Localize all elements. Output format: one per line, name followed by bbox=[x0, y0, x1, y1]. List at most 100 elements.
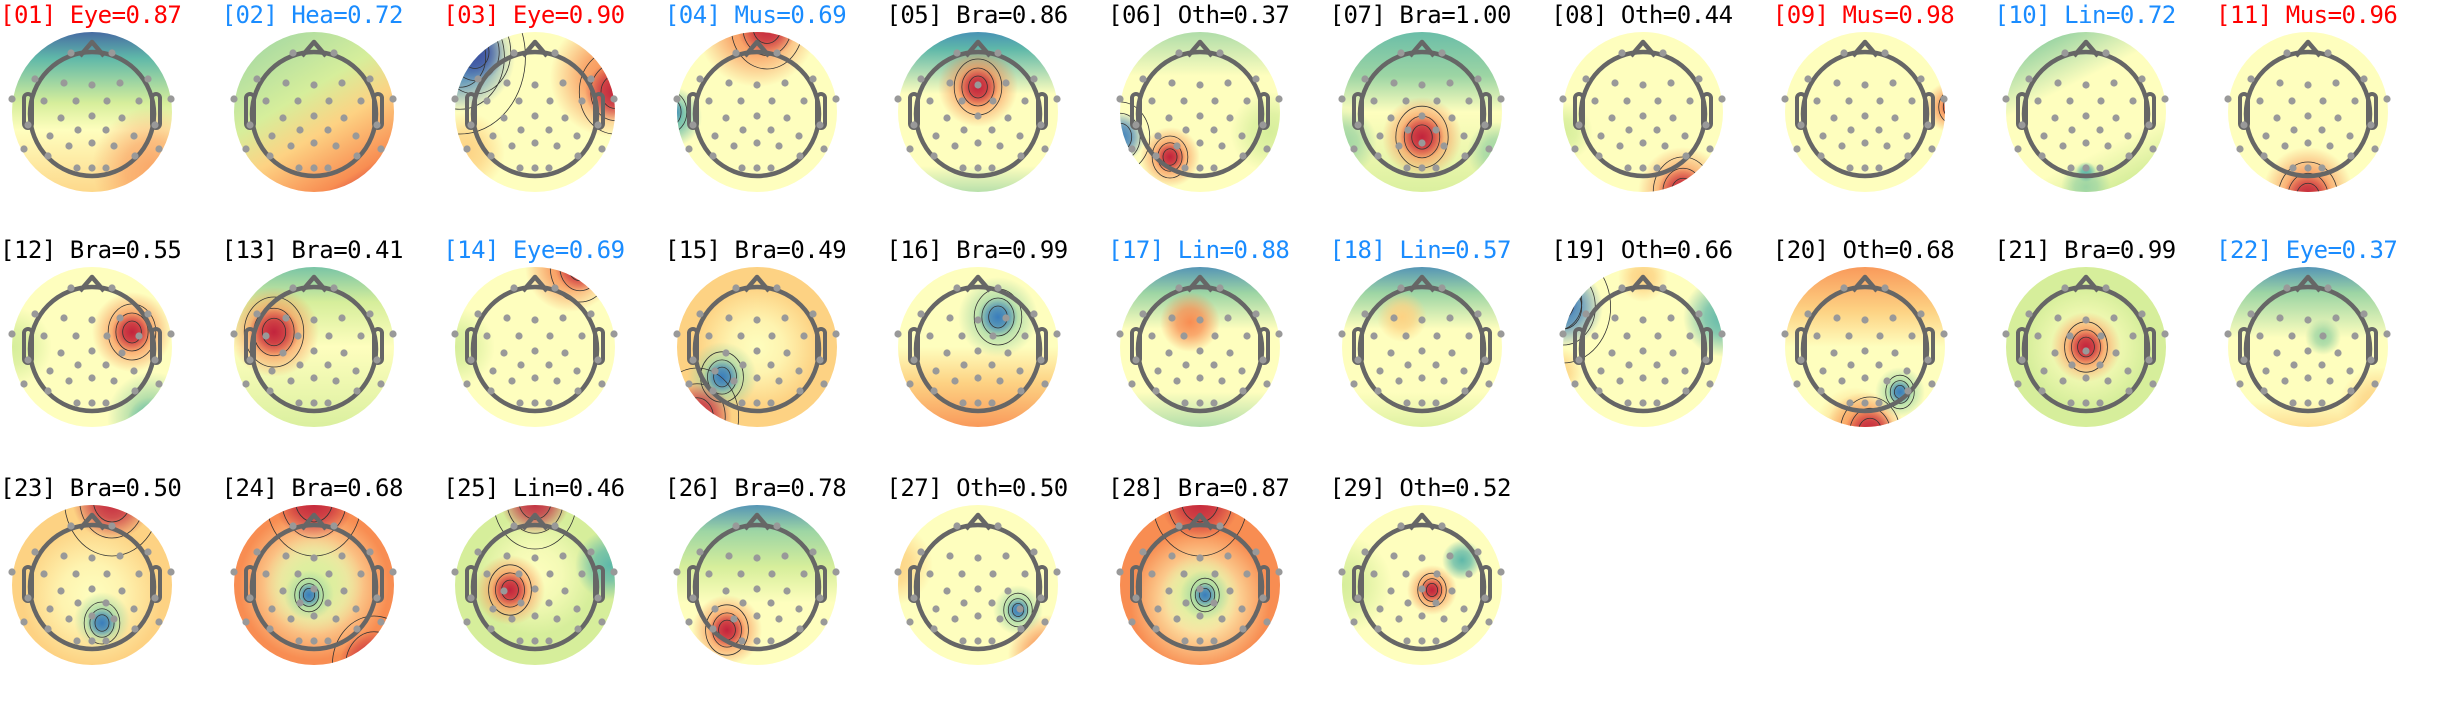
electrode-marker bbox=[725, 552, 733, 560]
electrode-marker bbox=[1903, 367, 1911, 375]
electrode-marker bbox=[2283, 49, 2291, 57]
electrode-marker bbox=[467, 594, 475, 602]
electrode-marker bbox=[1847, 361, 1855, 369]
electrode-marker bbox=[88, 637, 96, 645]
electrode-marker bbox=[102, 361, 110, 369]
electrode-marker bbox=[1861, 112, 1869, 120]
electrode-marker bbox=[130, 367, 138, 375]
electrode-marker bbox=[960, 126, 968, 134]
electrode-marker bbox=[531, 81, 539, 89]
electrode-marker bbox=[2002, 95, 2010, 103]
contour-line bbox=[1167, 505, 1233, 539]
electrode-marker bbox=[1702, 356, 1710, 364]
electrode-marker bbox=[1686, 332, 1694, 340]
electrode-marker bbox=[1403, 599, 1412, 607]
electrode-marker bbox=[1369, 570, 1378, 578]
electrode-marker bbox=[1053, 95, 1061, 103]
electrode-marker bbox=[1181, 637, 1189, 645]
component-title: [26] Bra=0.78 bbox=[664, 474, 847, 502]
topomap bbox=[894, 267, 1061, 427]
electrode-marker bbox=[102, 126, 110, 134]
activation-blob bbox=[2068, 329, 2105, 365]
electrode-marker bbox=[352, 152, 361, 160]
electrode-marker bbox=[1349, 145, 1358, 153]
component-panel: [09] Mus=0.98 bbox=[1773, 0, 1995, 235]
electrode-marker bbox=[2014, 380, 2022, 388]
electrode-marker bbox=[1819, 132, 1827, 140]
electrode-marker bbox=[2371, 145, 2379, 153]
electrode-marker bbox=[31, 548, 39, 556]
electrode-marker bbox=[1817, 387, 1825, 395]
electrode-marker bbox=[989, 570, 997, 578]
electrode-marker bbox=[309, 612, 318, 620]
contour-line bbox=[676, 90, 688, 134]
electrode-marker bbox=[167, 95, 175, 103]
electrode-marker bbox=[20, 145, 28, 153]
electrode-marker bbox=[1431, 599, 1440, 607]
electrode-marker bbox=[996, 615, 1004, 623]
electrode-marker bbox=[959, 399, 967, 407]
electrode-marker bbox=[1653, 399, 1661, 407]
electrode-marker bbox=[2138, 310, 2146, 318]
electrode-marker bbox=[261, 332, 270, 340]
electrode-marker bbox=[2038, 387, 2046, 395]
contour-line bbox=[1425, 583, 1438, 598]
electrode-marker bbox=[1389, 552, 1398, 560]
nose-icon bbox=[521, 274, 549, 293]
electrode-marker bbox=[1116, 330, 1124, 338]
electrode-marker bbox=[1252, 310, 1260, 318]
electrode-marker bbox=[974, 637, 982, 645]
electrode-marker bbox=[2260, 387, 2268, 395]
electrode-marker bbox=[2347, 152, 2355, 160]
electrode-marker bbox=[2096, 164, 2104, 172]
component-title: [07] Bra=1.00 bbox=[1329, 1, 1512, 29]
electrode-marker bbox=[463, 618, 471, 626]
electrode-marker bbox=[474, 310, 482, 318]
electrode-marker bbox=[685, 145, 693, 153]
electrode-marker bbox=[1375, 605, 1384, 613]
topomap bbox=[673, 267, 840, 427]
electrode-marker bbox=[241, 145, 250, 153]
electrode-marker bbox=[573, 605, 581, 613]
electrode-marker bbox=[974, 81, 982, 89]
electrode-marker bbox=[88, 399, 96, 407]
component-panel: [12] Bra=0.55 bbox=[0, 235, 222, 470]
electrode-marker bbox=[155, 380, 163, 388]
electrode-marker bbox=[1181, 164, 1189, 172]
electrode-marker bbox=[796, 625, 804, 633]
electrode-marker bbox=[1154, 367, 1162, 375]
electrode-marker bbox=[74, 361, 82, 369]
electrode-marker bbox=[500, 349, 508, 357]
electrode-marker bbox=[2161, 95, 2169, 103]
contour-line bbox=[2295, 182, 2321, 192]
electrode-marker bbox=[737, 332, 745, 340]
component-title: [11] Mus=0.96 bbox=[2216, 1, 2398, 29]
electrode-marker bbox=[587, 548, 595, 556]
electrode-marker bbox=[753, 112, 761, 120]
electrode-marker bbox=[65, 377, 73, 385]
electrode-marker bbox=[1883, 142, 1891, 150]
electrode-marker bbox=[1180, 570, 1188, 578]
electrode-marker bbox=[1165, 114, 1173, 122]
electrode-marker bbox=[1595, 387, 1603, 395]
electrode-marker bbox=[1180, 332, 1188, 340]
electrode-marker bbox=[252, 75, 261, 83]
component-title: [16] Bra=0.99 bbox=[886, 236, 1068, 264]
electrode-marker bbox=[531, 112, 539, 120]
electrode-marker bbox=[74, 126, 82, 134]
electrode-marker bbox=[2082, 139, 2090, 147]
electrode-marker bbox=[261, 97, 270, 105]
electrode-marker bbox=[88, 139, 96, 147]
electrode-marker bbox=[910, 121, 918, 129]
electrode-marker bbox=[1182, 599, 1190, 607]
electrode-marker bbox=[229, 568, 238, 576]
electrode-marker bbox=[753, 81, 761, 89]
electrode-marker bbox=[2346, 367, 2354, 375]
electrode-marker bbox=[376, 145, 385, 153]
electrode-marker bbox=[1263, 145, 1271, 153]
electrode-marker bbox=[1004, 349, 1012, 357]
electrode-marker bbox=[1669, 349, 1677, 357]
component-panel: [27] Oth=0.50 bbox=[886, 473, 1108, 708]
electrode-marker bbox=[1402, 637, 1411, 645]
electrode-marker bbox=[2260, 152, 2268, 160]
